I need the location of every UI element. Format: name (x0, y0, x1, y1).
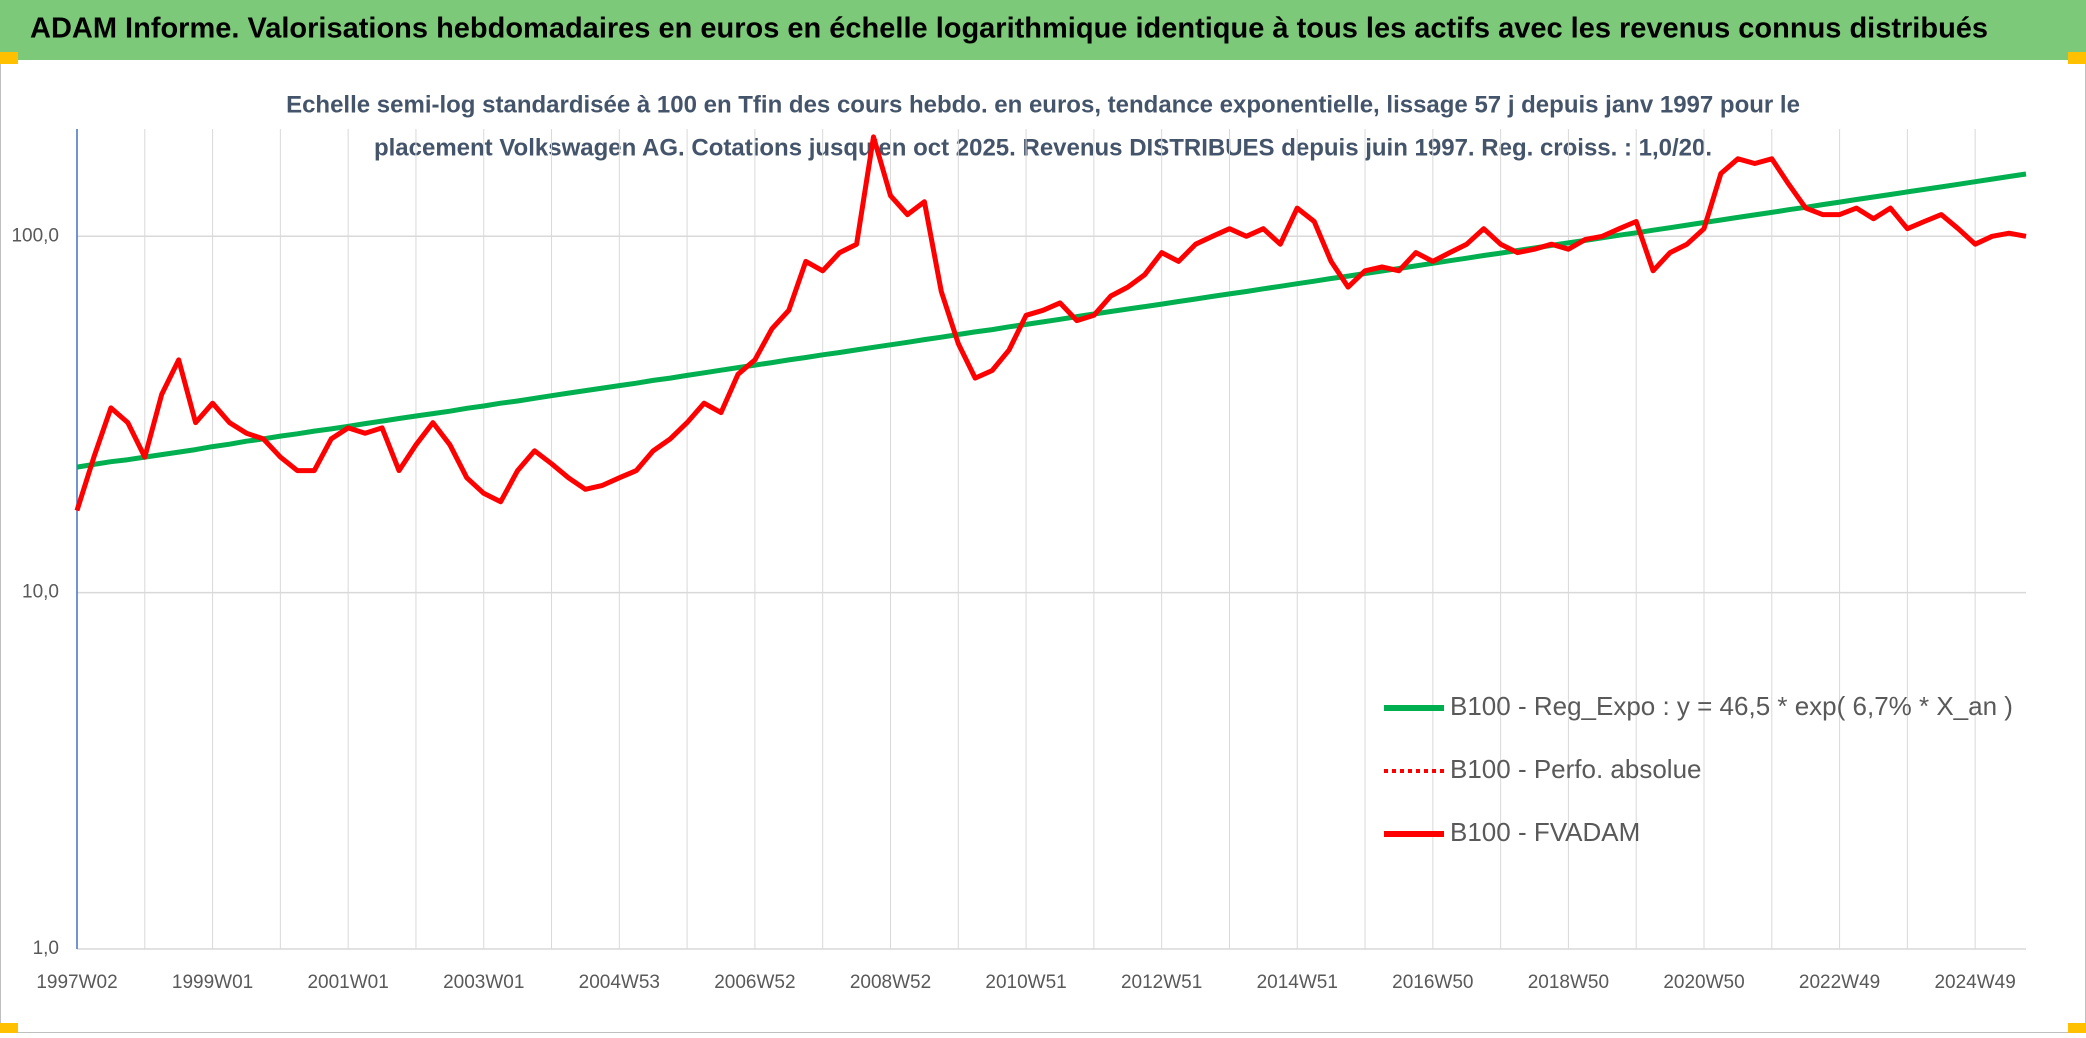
x-tick-label: 2022W49 (1799, 972, 1880, 993)
x-tick-label: 2003W01 (443, 972, 524, 993)
x-tick-label: 2018W50 (1528, 972, 1609, 993)
legend-label: B100 - Reg_Expo : y = 46,5 * exp( 6,7% *… (1450, 691, 2013, 721)
chart-title: ADAM Informe. Valorisations hebdomadaire… (30, 13, 1988, 45)
series-line (76, 171, 2027, 470)
corner (2068, 1023, 2086, 1033)
y-tick-label: 10,0 (22, 582, 59, 603)
x-tick-label: 2008W52 (850, 972, 931, 993)
x-tick-label: 2004W53 (579, 972, 660, 993)
series-line (74, 134, 2027, 512)
title-band (0, 0, 2086, 60)
subtitle: placement Volkswagen AG. Cotations jusqu… (374, 134, 1712, 161)
corner (2068, 52, 2086, 64)
x-tick-label: 2010W51 (985, 972, 1066, 993)
y-tick-label: 1,0 (33, 938, 59, 959)
x-tick-label: 2016W50 (1392, 972, 1473, 993)
x-tick-label: 2014W51 (1257, 972, 1338, 993)
x-tick-label: 2020W50 (1663, 972, 1744, 993)
corner (0, 52, 18, 64)
x-tick-label: 2024W49 (1934, 972, 2015, 993)
x-tick-label: 2006W52 (714, 972, 795, 993)
subtitle: Echelle semi-log standardisée à 100 en T… (286, 91, 1800, 118)
legend-label: B100 - FVADAM (1450, 817, 1640, 847)
y-tick-label: 100,0 (11, 225, 59, 246)
x-tick-label: 2012W51 (1121, 972, 1202, 993)
x-tick-label: 2001W01 (307, 972, 388, 993)
legend-label: B100 - Perfo. absolue (1450, 754, 1702, 784)
x-tick-label: 1997W02 (36, 972, 117, 993)
corner (0, 1023, 18, 1033)
x-tick-label: 1999W01 (172, 972, 253, 993)
